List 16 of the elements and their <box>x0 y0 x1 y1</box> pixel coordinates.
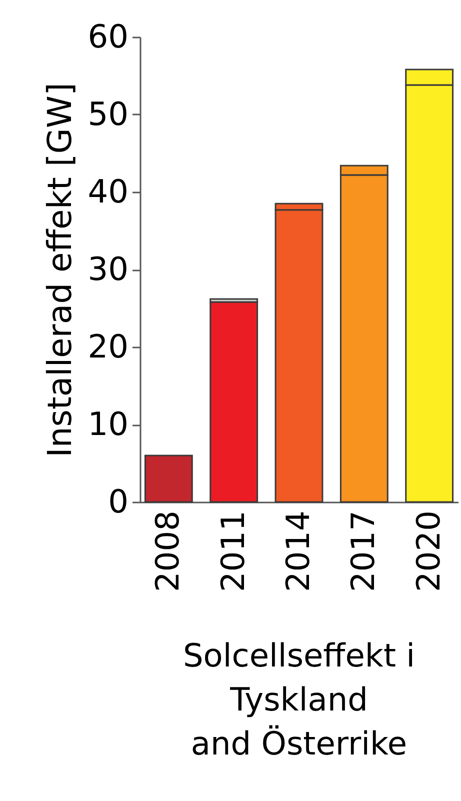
x-tick-label: 2011 <box>214 510 252 592</box>
bar <box>210 301 258 503</box>
y-tick-label: 10 <box>88 405 128 443</box>
y-tick-label: 30 <box>88 250 128 288</box>
x-tick-label: 2017 <box>344 510 382 592</box>
y-tick-label: 20 <box>88 328 128 366</box>
x-tick-label: 2008 <box>148 510 187 592</box>
text: Solcellseffekt i Tyskland and Österrike <box>182 636 416 762</box>
y-tick-label: 40 <box>88 172 128 210</box>
x-tick-label: 2020 <box>409 510 448 592</box>
bar <box>144 454 193 503</box>
y-axis-title: Installerad effekt [GW] <box>40 82 79 458</box>
x-tick-label: 2014 <box>279 510 317 592</box>
y-tick-label: 60 <box>88 18 128 56</box>
y-tick-label: 50 <box>88 95 128 133</box>
y-tick-label: 0 <box>108 482 128 520</box>
